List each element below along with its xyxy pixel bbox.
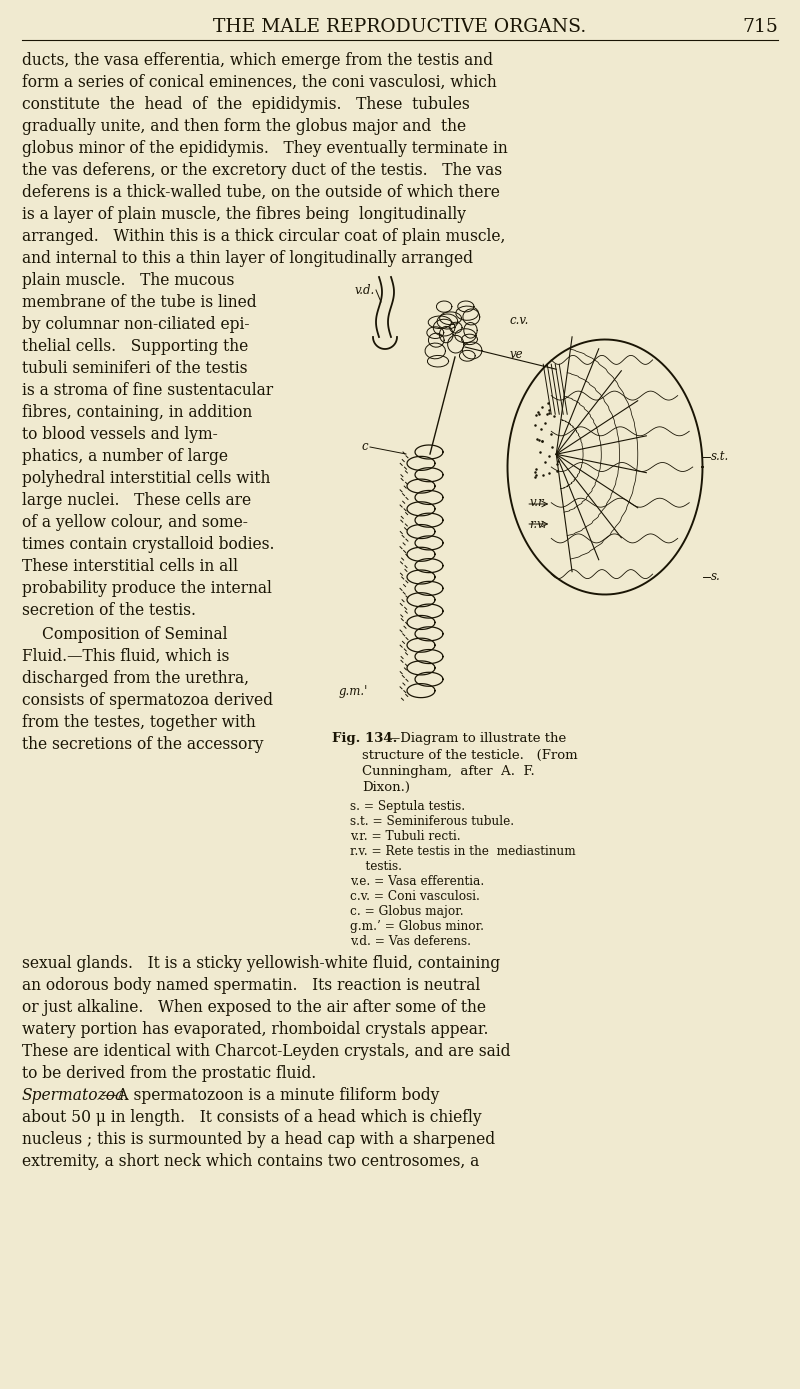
Text: is a stroma of fine sustentacular: is a stroma of fine sustentacular [22,382,273,399]
Text: of a yellow colour, and some-: of a yellow colour, and some- [22,514,248,531]
Text: nucleus ; this is surmounted by a head cap with a sharpened: nucleus ; this is surmounted by a head c… [22,1131,495,1147]
Text: the secretions of the accessory: the secretions of the accessory [22,736,263,753]
Text: fibres, containing, in addition: fibres, containing, in addition [22,404,252,421]
Text: ducts, the vasa efferentia, which emerge from the testis and: ducts, the vasa efferentia, which emerge… [22,51,493,69]
Text: times contain crystalloid bodies.: times contain crystalloid bodies. [22,536,274,553]
Text: or just alkaline.   When exposed to the air after some of the: or just alkaline. When exposed to the ai… [22,999,486,1015]
Text: the vas deferens, or the excretory duct of the testis.   The vas: the vas deferens, or the excretory duct … [22,163,502,179]
Text: and internal to this a thin layer of longitudinally arranged: and internal to this a thin layer of lon… [22,250,473,267]
Text: v.e. = Vasa efferentia.: v.e. = Vasa efferentia. [350,875,484,888]
Text: constitute  the  head  of  the  epididymis.   These  tubules: constitute the head of the epididymis. T… [22,96,470,113]
Text: Fig. 134.: Fig. 134. [332,732,398,745]
Text: r.v.: r.v. [529,518,546,531]
Text: v.r.: v.r. [529,496,546,508]
Text: structure of the testicle.   (From: structure of the testicle. (From [362,749,578,763]
Text: tubuli seminiferi of the testis: tubuli seminiferi of the testis [22,360,247,376]
Text: v.d.: v.d. [354,283,375,297]
Text: thelial cells.   Supporting the: thelial cells. Supporting the [22,338,248,356]
Text: globus minor of the epididymis.   They eventually terminate in: globus minor of the epididymis. They eve… [22,140,508,157]
Text: v.d. = Vas deferens.: v.d. = Vas deferens. [350,935,471,949]
Text: These interstitial cells in all: These interstitial cells in all [22,558,238,575]
Text: c: c [362,440,368,453]
Text: extremity, a short neck which contains two centrosomes, a: extremity, a short neck which contains t… [22,1153,479,1170]
Text: sexual glands.   It is a sticky yellowish-white fluid, containing: sexual glands. It is a sticky yellowish-… [22,956,500,972]
Text: consists of spermatozoa derived: consists of spermatozoa derived [22,692,273,708]
Text: c.v.: c.v. [510,314,530,326]
Text: g.m.’ = Globus minor.: g.m.’ = Globus minor. [350,920,484,933]
Text: an odorous body named spermatin.   Its reaction is neutral: an odorous body named spermatin. Its rea… [22,976,480,995]
Text: probability produce the internal: probability produce the internal [22,581,272,597]
Text: polyhedral interstitial cells with: polyhedral interstitial cells with [22,469,270,488]
Text: to blood vessels and lym-: to blood vessels and lym- [22,426,218,443]
Text: gradually unite, and then form the globus major and  the: gradually unite, and then form the globu… [22,118,466,135]
Text: plain muscle.   The mucous: plain muscle. The mucous [22,272,234,289]
Text: These are identical with Charcot-Leyden crystals, and are said: These are identical with Charcot-Leyden … [22,1043,510,1060]
Text: c. = Globus major.: c. = Globus major. [350,906,464,918]
Text: g.m.': g.m.' [338,686,368,699]
Text: about 50 μ in length.   It consists of a head which is chiefly: about 50 μ in length. It consists of a h… [22,1108,482,1126]
Text: c.v. = Coni vasculosi.: c.v. = Coni vasculosi. [350,890,480,903]
Text: large nuclei.   These cells are: large nuclei. These cells are [22,492,251,508]
Text: watery portion has evaporated, rhomboidal crystals appear.: watery portion has evaporated, rhomboida… [22,1021,489,1038]
Text: THE MALE REPRODUCTIVE ORGANS.: THE MALE REPRODUCTIVE ORGANS. [214,18,586,36]
Text: discharged from the urethra,: discharged from the urethra, [22,669,249,688]
Text: —A spermatozoon is a minute filiform body: —A spermatozoon is a minute filiform bod… [102,1088,439,1104]
Text: by columnar non-ciliated epi-: by columnar non-ciliated epi- [22,317,250,333]
Text: —Diagram to illustrate the: —Diagram to illustrate the [387,732,566,745]
Text: to be derived from the prostatic fluid.: to be derived from the prostatic fluid. [22,1065,316,1082]
Text: Spermatozoa.: Spermatozoa. [22,1088,130,1104]
Text: Fluid.—This fluid, which is: Fluid.—This fluid, which is [22,649,230,665]
Text: is a layer of plain muscle, the fibres being  longitudinally: is a layer of plain muscle, the fibres b… [22,206,466,224]
Text: 715: 715 [742,18,778,36]
Text: arranged.   Within this is a thick circular coat of plain muscle,: arranged. Within this is a thick circula… [22,228,506,244]
Text: v.r. = Tubuli recti.: v.r. = Tubuli recti. [350,831,461,843]
Text: s.t. = Seminiferous tubule.: s.t. = Seminiferous tubule. [350,815,514,828]
Text: Composition of Seminal: Composition of Seminal [42,626,227,643]
Text: secretion of the testis.: secretion of the testis. [22,601,196,619]
Text: from the testes, together with: from the testes, together with [22,714,256,731]
Text: deferens is a thick-walled tube, on the outside of which there: deferens is a thick-walled tube, on the … [22,183,500,201]
Text: membrane of the tube is lined: membrane of the tube is lined [22,294,257,311]
Text: ve: ve [510,347,524,361]
Text: phatics, a number of large: phatics, a number of large [22,449,228,465]
Text: Dixon.): Dixon.) [362,781,410,795]
Text: Cunningham,  after  A.  F.: Cunningham, after A. F. [362,765,534,778]
Text: testis.: testis. [350,860,402,874]
Text: r.v. = Rete testis in the  mediastinum: r.v. = Rete testis in the mediastinum [350,845,576,858]
Text: s.: s. [710,571,720,583]
Text: s. = Septula testis.: s. = Septula testis. [350,800,465,813]
Text: s.t.: s.t. [710,450,729,464]
Text: form a series of conical eminences, the coni vasculosi, which: form a series of conical eminences, the … [22,74,497,92]
